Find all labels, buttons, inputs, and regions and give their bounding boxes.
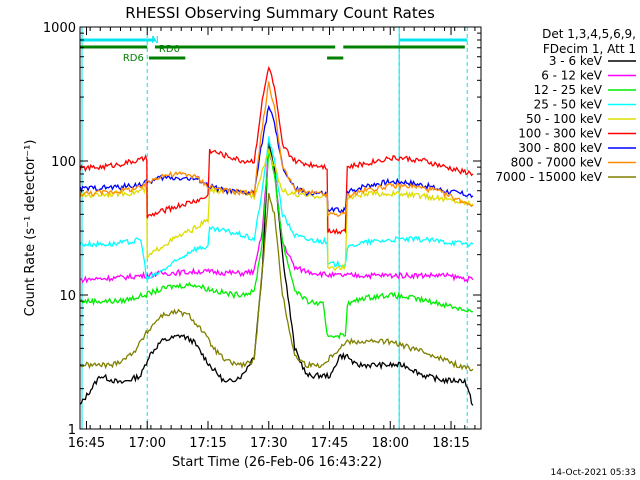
legend-header-1: Det 1,3,4,5,6,9, bbox=[542, 27, 636, 41]
legend-label-4: 50 - 100 keV bbox=[526, 112, 603, 126]
legend-label-3: 25 - 50 keV bbox=[534, 98, 603, 112]
y-tick-label: 1000 bbox=[43, 21, 76, 36]
x-tick-label: 18:00 bbox=[372, 436, 409, 451]
series-line-2 bbox=[79, 148, 473, 340]
x-tick-label: 17:45 bbox=[311, 436, 348, 451]
y-axis-label: Count Rate (s⁻¹ detector⁻¹) bbox=[23, 140, 38, 317]
series-line-0 bbox=[79, 140, 474, 406]
status-label-0: RD6 bbox=[123, 53, 144, 64]
legend-label-5: 100 - 300 keV bbox=[518, 127, 602, 141]
legend-label-6: 300 - 800 keV bbox=[518, 141, 602, 155]
plot-frame bbox=[79, 26, 482, 430]
timestamp: 14-Oct-2021 05:33 bbox=[551, 468, 636, 478]
x-axis-label: Start Time (26-Feb-06 16:43:22) bbox=[172, 455, 382, 470]
attenuator-label-2: RD0 bbox=[159, 44, 180, 55]
y-tick-label: 100 bbox=[51, 155, 76, 170]
y-tick-label: 1 bbox=[68, 423, 76, 438]
x-tick-label: 18:15 bbox=[432, 436, 469, 451]
x-axis: 16:45 17:00 17:15 17:30 17:45 18:00 18:15 bbox=[68, 27, 476, 451]
legend-label-2: 12 - 25 keV bbox=[534, 83, 603, 97]
y-tick-label: 10 bbox=[59, 289, 76, 304]
series-line-3 bbox=[79, 136, 474, 283]
series-line-7 bbox=[79, 81, 474, 218]
legend-label-1: 6 - 12 keV bbox=[541, 69, 603, 83]
legend-label-7: 800 - 7000 keV bbox=[511, 156, 603, 170]
series-line-6 bbox=[79, 104, 474, 215]
series-line-5 bbox=[79, 65, 474, 235]
y-axis: 1 10 100 1000 bbox=[43, 21, 481, 438]
legend: Det 1,3,4,5,6,9, FDecim 1, Att 1 3 - 6 k… bbox=[495, 27, 636, 184]
attenuator-label-1: N bbox=[151, 35, 158, 46]
legend-label-8: 7000 - 15000 keV bbox=[495, 170, 602, 184]
series-lines bbox=[79, 65, 474, 406]
legend-header-2: FDecim 1, Att 1 bbox=[543, 42, 636, 56]
legend-label-0: 3 - 6 keV bbox=[549, 54, 603, 68]
x-tick-label: 17:15 bbox=[189, 436, 226, 451]
x-tick-label: 17:30 bbox=[250, 436, 287, 451]
x-tick-label: 16:45 bbox=[68, 436, 105, 451]
x-tick-label: 17:00 bbox=[129, 436, 166, 451]
chart-title: RHESSI Observing Summary Count Rates bbox=[125, 4, 435, 22]
series-line-8 bbox=[79, 192, 474, 372]
series-line-4 bbox=[79, 147, 474, 272]
